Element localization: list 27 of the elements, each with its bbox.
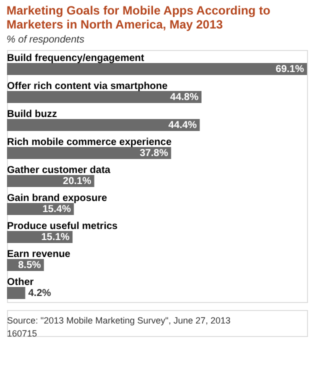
data-label: 44.8% — [170, 92, 199, 103]
y-tick-label: Other — [7, 277, 34, 288]
data-label: 15.4% — [42, 204, 71, 215]
y-tick-label: Offer rich content via smartphone — [7, 81, 168, 92]
y-tick-label: Build frequency/engagement — [7, 53, 145, 64]
chart-title: Marketing Goals for Mobile Apps According to Marketers in North America, May 2013 — [6, 4, 270, 32]
y-tick-label: Produce useful metrics — [7, 221, 118, 232]
y-tick-label: Build buzz — [7, 109, 57, 120]
data-label: 4.2% — [28, 288, 52, 299]
data-label: 69.1% — [276, 64, 304, 75]
data-label: 20.1% — [62, 176, 92, 187]
data-label: 8.5% — [18, 260, 42, 271]
y-tick-label: Earn revenue — [7, 249, 71, 260]
y-tick-label: Gain brand exposure — [7, 193, 108, 204]
data-label: 37.8% — [140, 148, 168, 159]
y-tick-label: Gather customer data — [7, 165, 111, 176]
y-tick-label: Rich mobile commerce experience — [7, 137, 172, 148]
data-label: 15.1% — [41, 232, 70, 243]
text: 160715 — [7, 328, 38, 338]
bar — [7, 147, 172, 159]
bar — [7, 119, 200, 131]
source-note: Source: "2013 Mobile Marketing Survey", June 27, 2013 — [7, 316, 231, 326]
bar — [7, 91, 202, 103]
chart-subtitle: % of respondents — [6, 34, 84, 46]
data-label: 44.4% — [168, 120, 197, 131]
bar — [7, 63, 307, 75]
bar — [7, 287, 26, 299]
